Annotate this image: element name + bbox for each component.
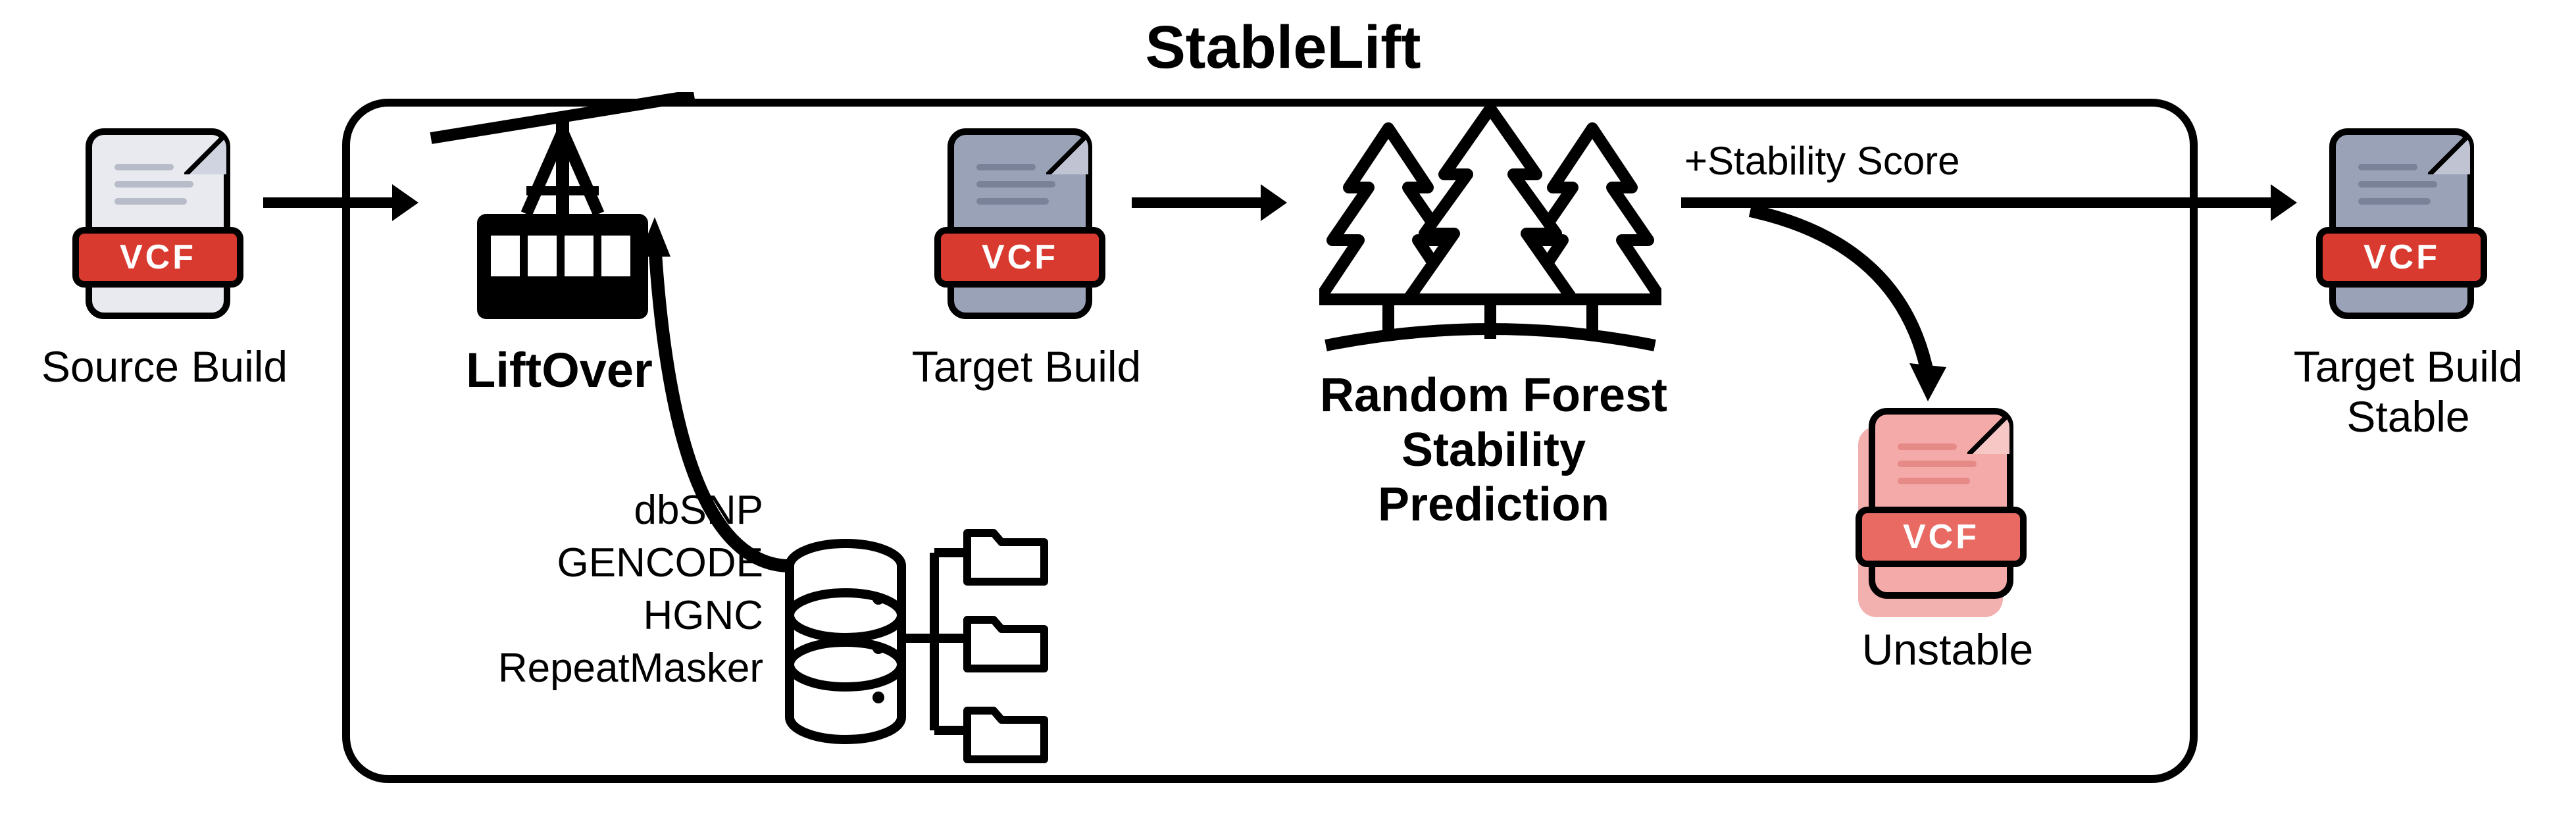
- rf-label: Random Forest Stability Prediction: [1244, 368, 1744, 532]
- db-label-1: GENCODE: [395, 540, 763, 586]
- vcf-band-label: VCF: [2316, 227, 2487, 288]
- stability-score-label: +Stability Score: [1684, 138, 2092, 184]
- diagram-canvas: StableLift VCF Source Build LiftOver: [0, 0, 2576, 833]
- db-label-3: RepeatMasker: [395, 645, 763, 692]
- arrow-rf-unstable: [1744, 204, 1961, 421]
- database-icon: [783, 507, 1059, 776]
- source-vcf-icon: VCF: [72, 128, 243, 345]
- unstable-vcf-icon: VCF: [1856, 408, 2027, 625]
- vcf-band-label: VCF: [1856, 507, 2027, 567]
- db-label-2: HGNC: [395, 592, 763, 639]
- vcf-band-label: VCF: [72, 227, 243, 288]
- stable-vcf-icon: VCF: [2316, 128, 2487, 345]
- unstable-label: Unstable: [1823, 625, 2073, 675]
- forest-icon: [1319, 102, 1661, 359]
- target-label: Target Build: [882, 342, 1171, 392]
- vcf-band-label: VCF: [934, 227, 1105, 288]
- arrow-target-rf: [1132, 197, 1263, 208]
- source-label: Source Build: [26, 342, 303, 392]
- stable-label: Target Build Stable: [2263, 342, 2553, 442]
- diagram-title: StableLift: [987, 13, 1579, 82]
- db-label-0: dbSNP: [395, 487, 763, 534]
- target-vcf-icon: VCF: [934, 128, 1105, 345]
- arrow-source-liftover: [263, 197, 395, 208]
